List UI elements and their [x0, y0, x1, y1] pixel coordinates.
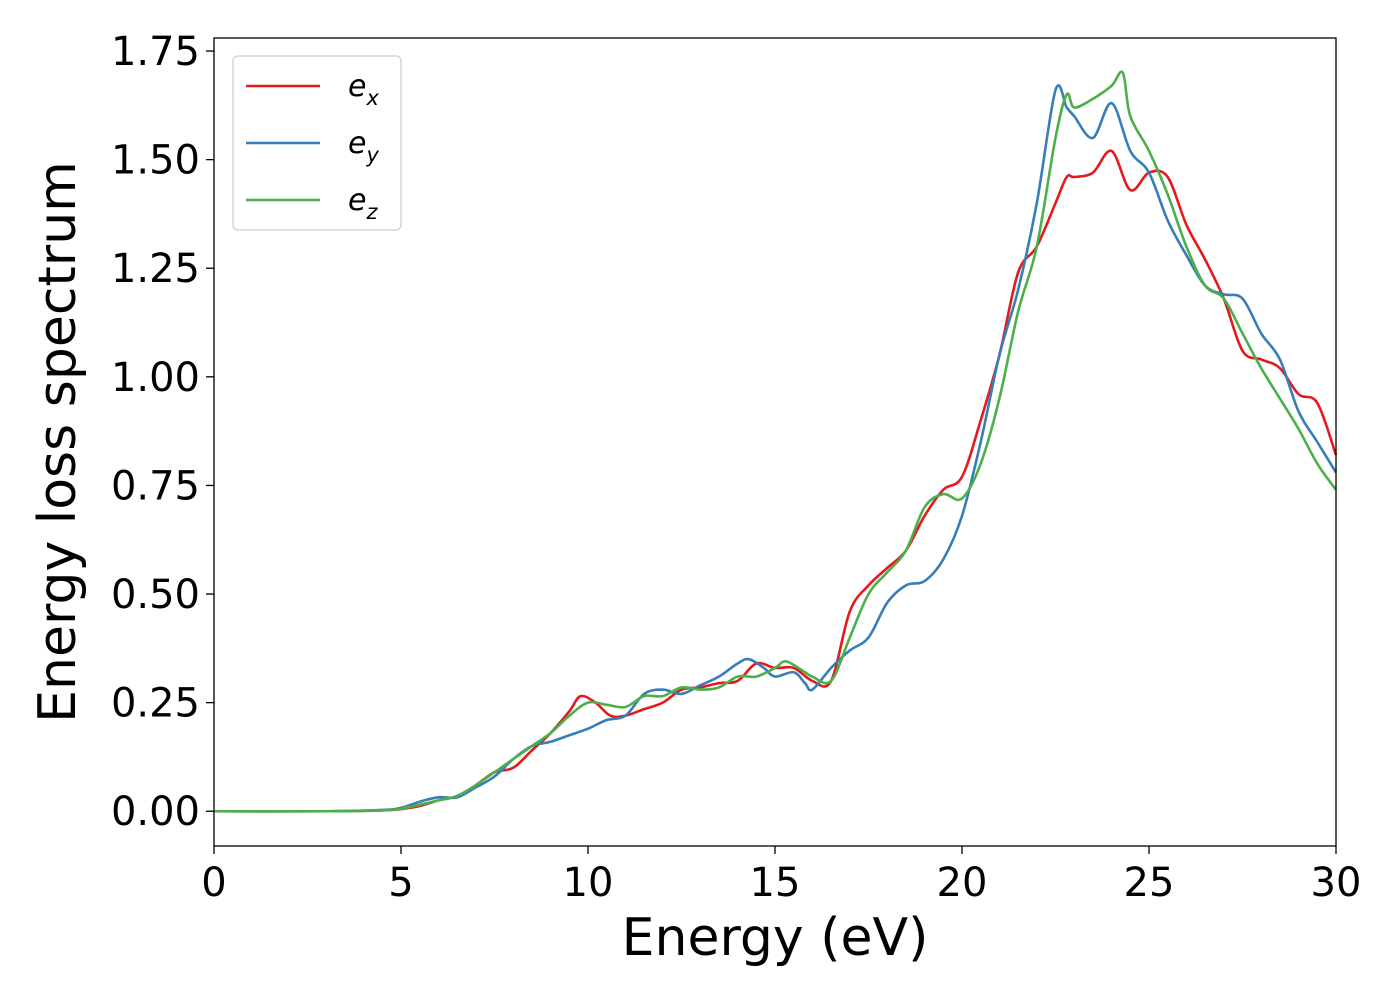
x-tick-label: 15 [750, 860, 801, 906]
x-axis-title: Energy (eV) [622, 908, 929, 968]
x-tick-label: 5 [388, 860, 413, 906]
y-tick-label: 0.25 [111, 681, 200, 727]
x-tick-label: 25 [1124, 860, 1175, 906]
y-tick-label: 1.25 [111, 246, 200, 292]
series-line-x [213, 149, 1338, 813]
x-tick-label: 20 [937, 860, 988, 906]
x-tick-label: 0 [201, 860, 226, 906]
y-tick-label: 0.50 [111, 572, 200, 618]
x-tick-label: 30 [1311, 860, 1362, 906]
series-line-z [213, 70, 1338, 813]
y-tick-label: 1.50 [111, 138, 200, 184]
y-tick-label: 0.75 [111, 463, 200, 509]
y-tick-label: 0.00 [111, 789, 200, 835]
series-layer [213, 70, 1338, 813]
y-tick-label: 1.00 [111, 355, 200, 401]
y-axis-title: Energy loss spectrum [28, 161, 88, 723]
x-axis: 0 5 10 15 20 25 30 [201, 846, 1361, 906]
y-tick-label: 1.75 [111, 29, 200, 75]
x-tick-label: 10 [563, 860, 614, 906]
y-axis: 0.00 0.25 0.50 0.75 1.00 1.25 1.50 1.75 [111, 29, 214, 835]
